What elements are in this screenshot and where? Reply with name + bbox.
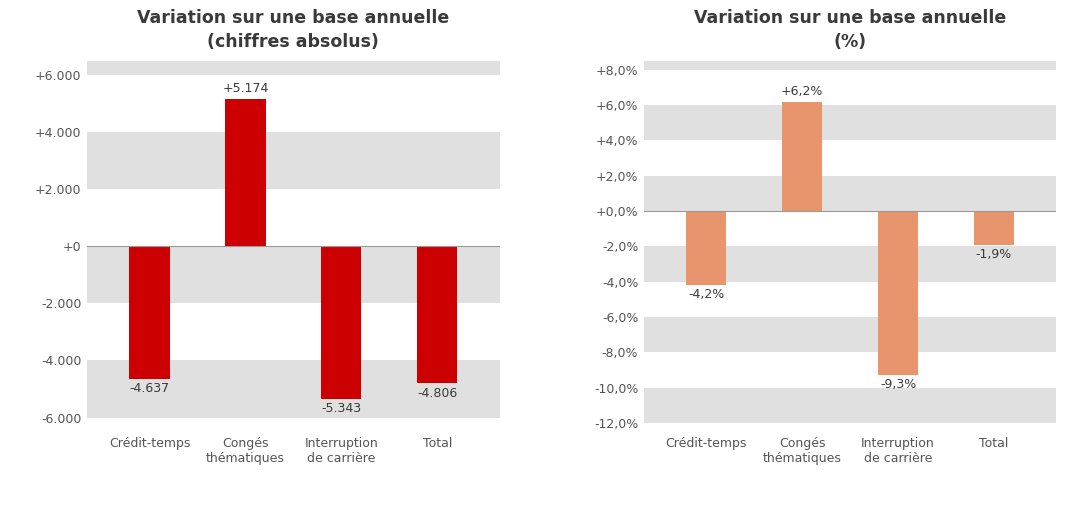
Text: -9,3%: -9,3% [880,378,916,392]
Text: -4.637: -4.637 [130,382,170,395]
Bar [644,211,1056,246]
Text: +5.174: +5.174 [222,82,269,96]
Bar [87,418,500,432]
Bar [782,102,822,211]
Bar [644,176,1056,211]
Text: +6,2%: +6,2% [781,85,823,99]
Bar [417,246,457,384]
Bar [87,132,500,189]
Bar [644,246,1056,282]
Bar [644,317,1056,353]
Text: -4,2%: -4,2% [688,289,724,301]
Bar [878,211,918,375]
Text: -4.806: -4.806 [417,387,457,400]
Bar [87,303,500,361]
Bar [87,61,500,75]
Bar [87,189,500,246]
Bar [644,282,1056,317]
Bar [644,388,1056,423]
Title: Variation sur une base annuelle
(chiffres absolus): Variation sur une base annuelle (chiffre… [137,10,450,51]
Title: Variation sur une base annuelle
(%): Variation sur une base annuelle (%) [694,10,1006,51]
Bar [644,61,1056,70]
Bar [87,361,500,418]
Bar [225,99,266,246]
Bar [644,70,1056,105]
Bar [644,353,1056,388]
Bar [644,105,1056,140]
Text: -5.343: -5.343 [321,402,362,415]
Bar [644,140,1056,176]
Bar [321,246,362,399]
Bar [974,211,1014,245]
Bar [686,211,726,285]
Text: -1,9%: -1,9% [976,248,1012,261]
Bar [87,75,500,132]
Bar [87,246,500,303]
Bar [130,246,170,378]
Bar [644,423,1056,432]
